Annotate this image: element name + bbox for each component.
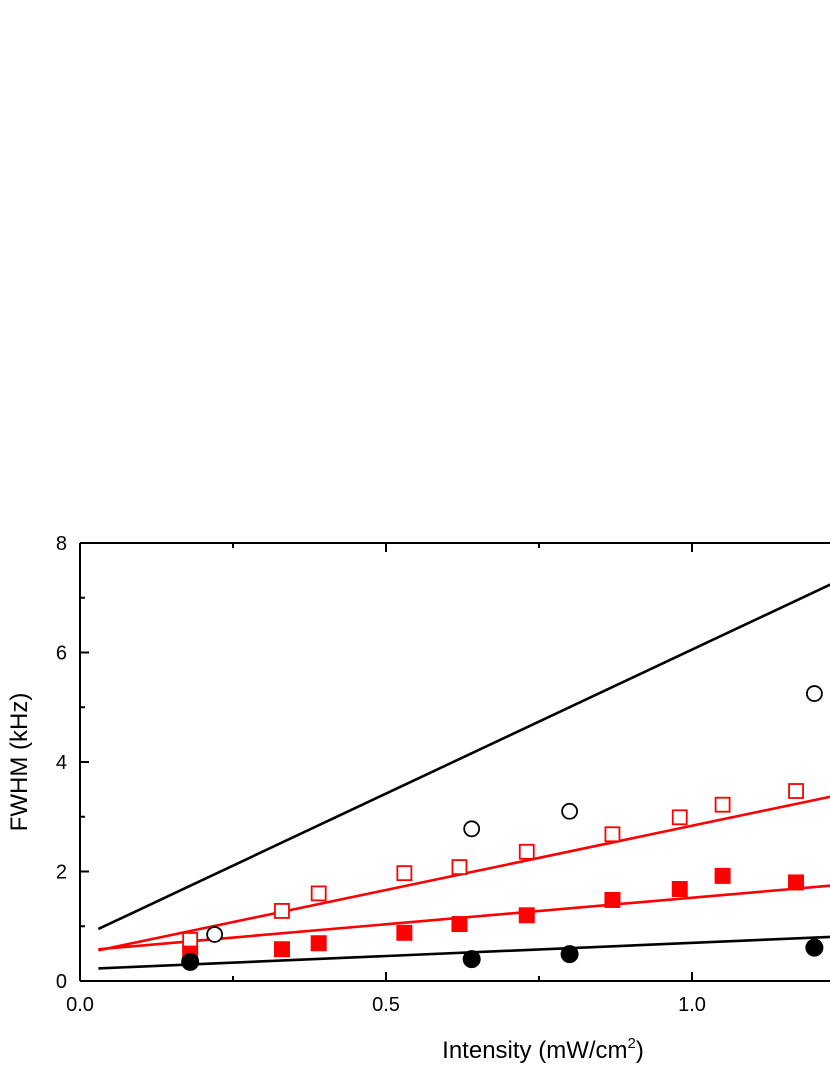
data-point-open-circle	[561, 802, 578, 820]
x-tick-label: 0.5	[372, 994, 400, 1016]
data-point-filled-square	[671, 881, 688, 898]
data-point-open-square	[274, 903, 290, 919]
x-axis-title-suffix: )	[636, 1037, 644, 1064]
data-point-filled-square	[788, 874, 805, 891]
data-point-open-square	[788, 783, 804, 799]
data-point-open-circle	[206, 926, 224, 943]
x-tick-label: 0.0	[66, 994, 94, 1016]
y-tick-label: 6	[56, 643, 67, 665]
y-axis-title: FWHM (kHz)	[6, 693, 33, 832]
y-tick-label: 0	[56, 971, 67, 993]
data-point-open-square	[714, 796, 731, 813]
data-point-filled-square	[451, 916, 468, 933]
data-point-filled-square	[273, 941, 290, 958]
data-point-filled-square	[518, 907, 535, 924]
data-point-filled-square	[714, 867, 731, 884]
y-tick-label: 8	[56, 533, 67, 555]
data-point-filled-circle	[805, 938, 824, 957]
data-point-open-circle	[806, 685, 823, 702]
x-axis-title-superscript: 2	[628, 1035, 636, 1052]
y-tick-label: 2	[56, 862, 67, 884]
data-point-filled-square	[396, 924, 413, 941]
x-tick-label: 1.0	[678, 994, 706, 1016]
data-point-filled-circle	[181, 952, 200, 971]
fit-lines	[97, 583, 830, 970]
data-point-open-square	[518, 843, 535, 860]
data-point-open-square	[182, 932, 199, 948]
data-point-open-circle	[463, 820, 481, 838]
x-axis-title: Intensity (mW/cm2)	[442, 1035, 644, 1064]
data-point-filled-square	[604, 891, 621, 908]
data-markers	[181, 685, 824, 971]
data-point-open-square	[396, 865, 413, 882]
fit-line	[98, 795, 830, 952]
data-point-open-square	[310, 885, 327, 902]
data-point-filled-square	[310, 935, 327, 952]
fit-line	[98, 935, 830, 970]
data-point-filled-circle	[560, 945, 579, 964]
y-tick-label: 4	[56, 752, 67, 774]
data-point-open-square	[604, 826, 621, 843]
data-point-open-square	[451, 859, 468, 876]
fit-line	[97, 583, 830, 931]
x-axis-title-main: Intensity (mW/cm	[442, 1037, 627, 1064]
fit-line	[98, 884, 830, 951]
data-point-open-square	[671, 809, 688, 826]
data-point-filled-circle	[462, 950, 481, 969]
